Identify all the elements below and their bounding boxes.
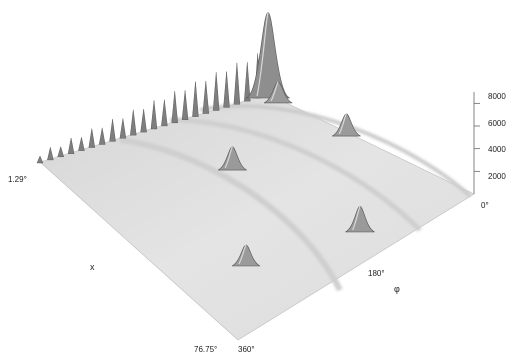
z-tick-label: 2000: [488, 172, 506, 181]
z-tick-marks: [474, 102, 480, 172]
peak-highlight: [224, 146, 233, 169]
surface-peak: [332, 113, 361, 137]
phi-axis-label: φ: [394, 284, 400, 294]
peak-highlight: [338, 113, 347, 135]
surface-peak: [246, 12, 290, 99]
edge-spike: [161, 99, 168, 127]
edge-spike: [78, 137, 85, 151]
edge-spike: [47, 147, 54, 161]
phi-tick-label-0: 0°: [481, 201, 489, 210]
peaks-group: [217, 12, 375, 267]
peak-highlight: [270, 81, 279, 102]
edge-spike: [98, 127, 106, 145]
edge-spike: [202, 80, 210, 114]
surface-peak: [263, 81, 293, 104]
peak-highlight: [256, 12, 269, 97]
z-tick-label: 4000: [488, 145, 506, 154]
edge-spike: [212, 72, 220, 111]
edge-spike: [88, 128, 96, 148]
phi-tick-label-180: 180°: [368, 269, 385, 278]
edge-spike: [244, 62, 251, 102]
peak-highlight: [238, 244, 247, 265]
edge-spike: [57, 145, 64, 158]
edge-spike: [119, 118, 127, 139]
surface-peak: [217, 146, 247, 171]
phi-tick-label-360: 360°: [238, 345, 255, 354]
edge-spike: [140, 109, 147, 133]
surface-ridge: [169, 117, 422, 232]
surface-ridge: [119, 137, 343, 292]
edge-spike: [130, 109, 137, 136]
z-tick-labels: 2000 4000 6000 8000: [488, 92, 506, 181]
edge-spike: [192, 81, 199, 117]
surface-peak: [345, 206, 375, 233]
edge-spike: [233, 62, 241, 105]
edge-spike: [109, 119, 116, 142]
theta-axis-label: x: [90, 262, 95, 272]
edge-spike: [67, 137, 75, 154]
edge-spike: [181, 90, 189, 120]
z-tick-label: 8000: [488, 92, 506, 101]
theta-tick-label-end: 76.75°: [194, 345, 217, 354]
peak-highlight: [352, 206, 361, 231]
theta-tick-label-start: 1.29°: [8, 175, 27, 184]
edge-spike: [150, 100, 158, 130]
edge-spike: [36, 155, 44, 164]
z-tick-label: 6000: [488, 119, 506, 128]
edge-spike: [223, 71, 230, 108]
surface-peak: [231, 244, 261, 267]
edge-spike: [171, 90, 178, 124]
edge-spikes: [36, 53, 261, 164]
